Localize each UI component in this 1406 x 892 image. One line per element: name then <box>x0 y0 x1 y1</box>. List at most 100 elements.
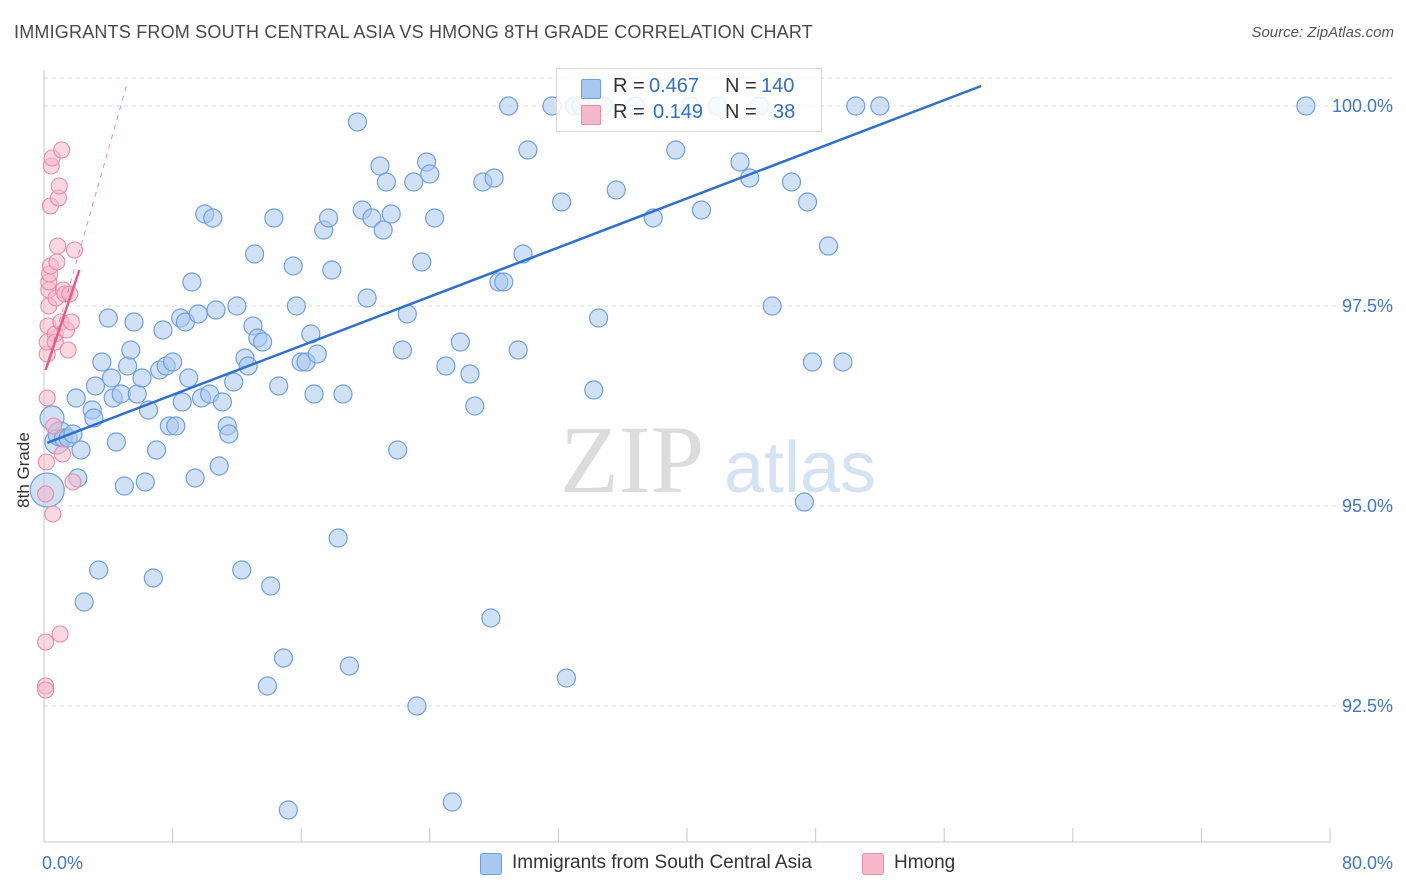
data-point-immigrants <box>185 468 205 488</box>
data-point-immigrants <box>373 220 393 240</box>
data-point-immigrants <box>481 608 501 628</box>
r-value: 0.149 <box>653 101 704 123</box>
data-point-hmong <box>44 505 62 523</box>
chart-title: IMMIGRANTS FROM SOUTH CENTRAL ASIA VS HM… <box>14 22 813 42</box>
data-point-immigrants <box>666 140 686 160</box>
data-point-immigrants <box>278 800 298 820</box>
data-point-immigrants <box>92 352 112 372</box>
data-point-immigrants <box>135 472 155 492</box>
data-point-immigrants <box>182 272 202 292</box>
data-point-immigrants <box>114 476 134 496</box>
data-point-immigrants <box>286 296 306 316</box>
data-point-immigrants <box>273 648 294 668</box>
r-label: R = <box>613 101 645 123</box>
data-point-immigrants <box>381 204 401 224</box>
data-point-immigrants <box>460 364 480 384</box>
data-point-immigrants <box>404 172 424 192</box>
data-point-immigrants <box>304 384 324 404</box>
data-point-hmong <box>37 633 55 651</box>
data-point-immigrants <box>124 312 144 332</box>
data-point-immigrants <box>264 208 284 228</box>
watermark-zip: ZIP <box>560 406 704 513</box>
data-point-immigrants <box>74 592 94 612</box>
data-point-immigrants <box>347 112 368 132</box>
y-tick-label: 100.0% <box>1332 96 1393 116</box>
data-point-immigrants <box>781 172 802 192</box>
data-point-immigrants <box>833 352 853 372</box>
data-point-immigrants <box>370 156 390 176</box>
data-point-immigrants <box>283 256 303 276</box>
data-point-immigrants <box>518 140 538 160</box>
data-point-immigrants <box>357 288 377 308</box>
data-point-immigrants <box>450 332 470 352</box>
data-point-immigrants <box>552 192 572 212</box>
data-point-immigrants <box>121 340 141 360</box>
data-point-immigrants <box>484 168 504 188</box>
data-point-immigrants <box>802 352 822 372</box>
data-point-immigrants <box>436 356 456 376</box>
series-hmong-points <box>37 141 84 699</box>
y-tick-labels: 92.5% 95.0% 97.5% 100.0% <box>1332 96 1393 716</box>
trend-line-hmong-extension <box>45 81 129 371</box>
data-point-hmong <box>48 253 66 271</box>
data-point-immigrants <box>269 376 289 396</box>
data-point-hmong <box>37 485 55 503</box>
data-point-immigrants <box>588 308 609 328</box>
data-point-immigrants <box>212 392 233 412</box>
data-point-immigrants <box>818 236 839 256</box>
data-point-immigrants <box>232 560 252 580</box>
data-point-immigrants <box>146 440 167 460</box>
x-tick-label: 0.0% <box>42 853 83 873</box>
data-point-hmong <box>59 341 77 359</box>
data-point-hmong <box>62 313 80 331</box>
data-point-immigrants <box>392 340 413 360</box>
data-point-immigrants <box>98 308 118 328</box>
data-point-immigrants <box>376 172 396 192</box>
data-point-immigrants <box>362 208 382 228</box>
data-point-immigrants <box>870 96 890 116</box>
data-point-immigrants <box>153 320 173 340</box>
data-point-immigrants <box>179 368 199 388</box>
data-point-immigrants <box>322 260 342 280</box>
x-tick-label: 80.0% <box>1342 853 1393 873</box>
data-point-immigrants <box>166 416 186 436</box>
data-point-immigrants <box>85 376 106 396</box>
data-point-immigrants <box>244 244 265 264</box>
r-value: 0.467 <box>649 75 700 97</box>
data-point-immigrants <box>584 380 604 400</box>
n-label: N = <box>725 75 757 97</box>
data-point-hmong <box>49 237 67 255</box>
data-point-immigrants <box>132 368 152 388</box>
legend-swatch-blue <box>581 79 601 99</box>
y-tick-label: 97.5% <box>1342 296 1393 316</box>
data-point-immigrants <box>425 208 445 228</box>
source-label: Source: ZipAtlas.com <box>1251 24 1394 41</box>
legend-swatch-blue <box>480 853 502 875</box>
data-point-immigrants <box>797 192 818 212</box>
stats-legend: R = 0.467 N = 140 R = 0.149 N = 38 <box>556 68 822 132</box>
grid-lines <box>44 77 1392 707</box>
trend-lines <box>44 81 982 444</box>
data-point-immigrants <box>203 208 223 228</box>
data-point-immigrants <box>494 272 514 292</box>
data-point-hmong <box>50 177 68 195</box>
y-tick-label: 95.0% <box>1342 496 1393 516</box>
data-point-hmong <box>37 681 55 699</box>
data-point-immigrants <box>101 368 122 388</box>
data-point-immigrants <box>111 384 131 404</box>
r-label: R = <box>613 75 645 97</box>
trend-line-hmong <box>44 269 81 371</box>
data-point-immigrants <box>253 332 273 352</box>
data-point-immigrants <box>407 696 427 716</box>
data-point-immigrants <box>465 396 485 416</box>
data-point-immigrants <box>307 344 327 364</box>
n-label: N = <box>725 101 757 123</box>
data-point-immigrants <box>143 568 163 588</box>
data-point-hmong <box>53 445 72 463</box>
data-point-immigrants <box>117 356 138 376</box>
trend-line-immigrants <box>46 84 982 444</box>
data-point-immigrants <box>224 372 244 392</box>
data-point-immigrants <box>498 96 519 116</box>
data-point-immigrants <box>606 180 626 200</box>
